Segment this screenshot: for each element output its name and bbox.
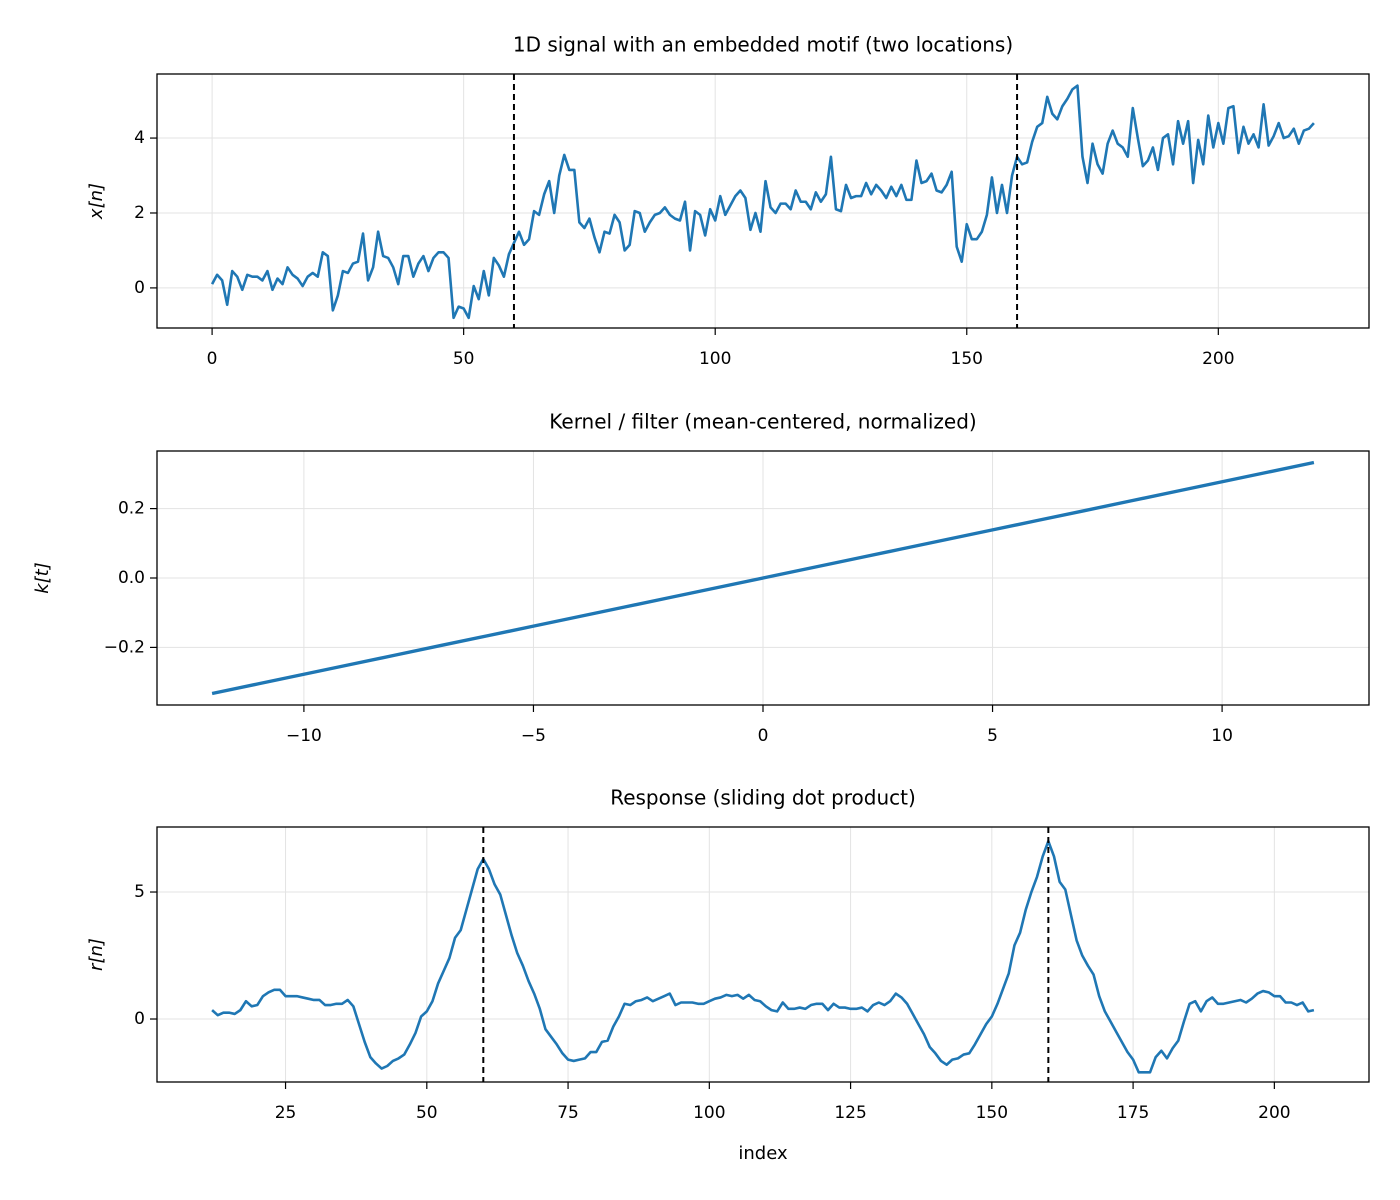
axes-frame [156, 73, 1370, 329]
chart-title: Response (sliding dot product) [610, 786, 916, 810]
y-axis-label: x[n] [86, 183, 107, 220]
x-tick-label: 150 [976, 1103, 1008, 1123]
y-tick-label: 4 [134, 128, 145, 148]
y-axis-label: r[n] [86, 938, 107, 971]
x-tick-label: 50 [416, 1103, 438, 1123]
x-tick-label: 100 [693, 1103, 725, 1123]
x-tick-label: 75 [557, 1103, 579, 1123]
x-tick-label: 100 [699, 349, 731, 369]
chart-title: Kernel / filter (mean-centered, normaliz… [549, 410, 976, 434]
x-tick-label: 10 [1211, 726, 1233, 746]
y-tick-label: 0.0 [118, 568, 145, 588]
y-tick-label: 0 [134, 278, 145, 298]
x-tick-label: −10 [286, 726, 322, 746]
axes-frame [156, 450, 1370, 706]
x-tick-label: −5 [521, 726, 546, 746]
x-tick-label: 150 [951, 349, 983, 369]
x-tick-label: 125 [834, 1103, 866, 1123]
x-axis-label: index [738, 1143, 788, 1164]
axes-frame [156, 826, 1370, 1083]
signal-line [210, 84, 1315, 320]
x-tick-label: 50 [453, 349, 475, 369]
y-tick-label: 0 [134, 1009, 145, 1029]
chart-title: 1D signal with an embedded motif (two lo… [513, 33, 1013, 57]
y-tick-label: 2 [134, 203, 145, 223]
y-tick-label: 5 [134, 882, 145, 902]
x-tick-label: 200 [1202, 349, 1234, 369]
y-axis-label: k[t] [32, 562, 53, 594]
x-tick-label: 0 [207, 349, 218, 369]
x-tick-label: 175 [1117, 1103, 1149, 1123]
signal-line [211, 839, 1315, 1074]
x-tick-label: 25 [275, 1103, 297, 1123]
x-tick-label: 0 [758, 726, 769, 746]
y-tick-label: −0.2 [104, 637, 145, 657]
x-tick-label: 5 [987, 726, 998, 746]
signal-line [211, 460, 1315, 696]
x-tick-label: 200 [1258, 1103, 1290, 1123]
y-tick-label: 0.2 [118, 499, 145, 519]
